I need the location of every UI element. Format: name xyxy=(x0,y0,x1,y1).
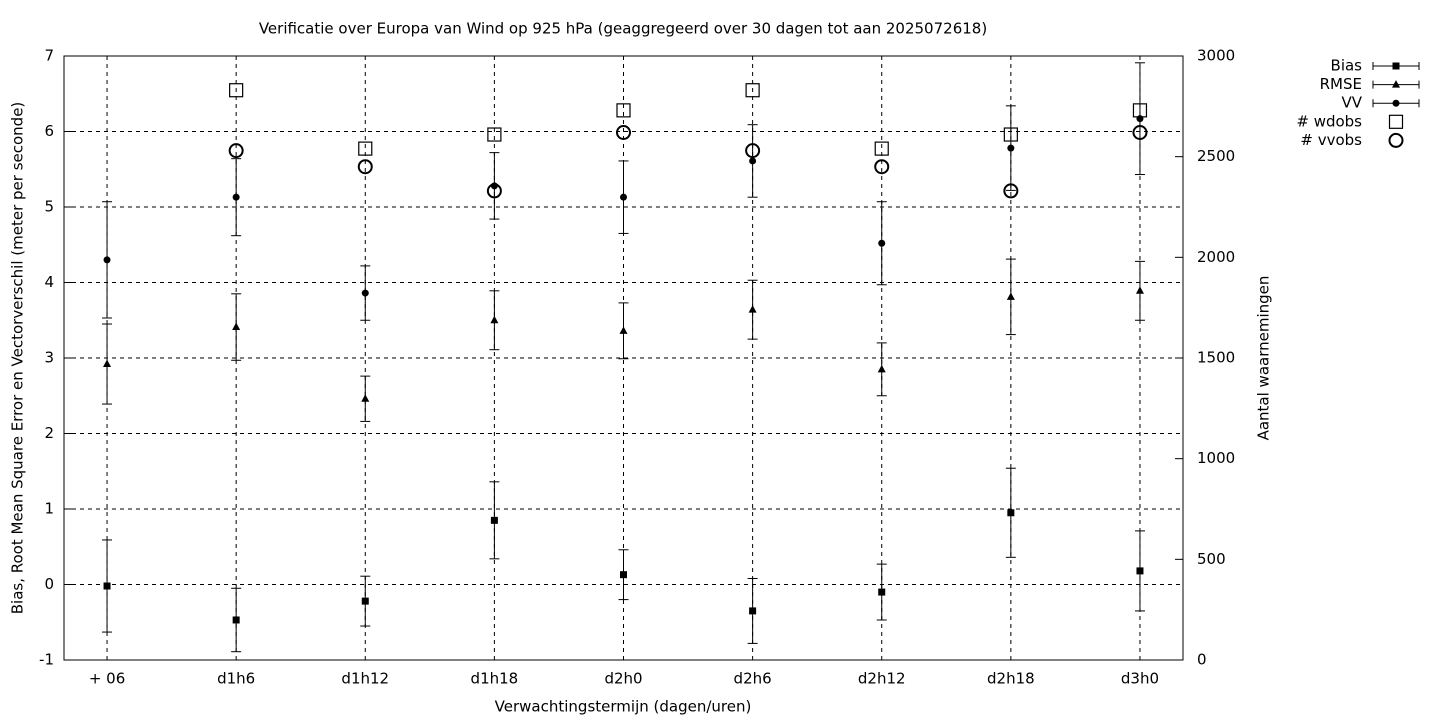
data-point xyxy=(619,326,628,334)
legend-marker xyxy=(1388,132,1404,148)
data-point xyxy=(103,256,111,264)
y2-tick-label: 2500 xyxy=(1197,147,1235,165)
data-point xyxy=(749,157,757,165)
data-point xyxy=(1007,509,1015,517)
data-point xyxy=(1006,292,1015,300)
data-point xyxy=(103,359,112,368)
data-point xyxy=(1007,144,1015,152)
data-point xyxy=(1136,115,1144,123)
data-point xyxy=(878,588,886,596)
legend-label: VV xyxy=(1341,94,1362,112)
y2-tick-label: 1500 xyxy=(1197,349,1235,367)
x-tick-label: d1h6 xyxy=(217,670,255,688)
legend-marker xyxy=(1388,114,1404,129)
y-tick-label: 6 xyxy=(44,122,54,140)
data-point xyxy=(1136,567,1144,575)
y-tick-label: 3 xyxy=(44,349,54,367)
data-point xyxy=(1132,103,1148,118)
plot-frame xyxy=(63,55,1184,661)
y-axis-label: Bias, Root Mean Square Error en Vectorve… xyxy=(9,102,27,615)
data-point xyxy=(1135,286,1144,294)
x-tick-label: + 06 xyxy=(89,670,125,688)
data-point xyxy=(874,159,890,175)
data-point xyxy=(103,582,111,590)
data-point xyxy=(748,305,757,313)
x-tick-label: d1h12 xyxy=(341,670,389,688)
y-tick-label: -1 xyxy=(39,651,54,669)
data-point xyxy=(749,607,757,615)
y2-tick-label: 500 xyxy=(1197,550,1226,568)
y2-tick-label: 1000 xyxy=(1197,449,1235,467)
legend-label: # wdobs xyxy=(1296,112,1362,130)
data-point xyxy=(745,83,760,98)
y-tick-label: 5 xyxy=(44,198,54,216)
x-tick-label: d2h0 xyxy=(604,670,642,688)
legend-marker xyxy=(1392,99,1400,107)
data-point xyxy=(358,141,373,156)
data-point xyxy=(486,183,502,199)
chart-title: Verificatie over Europa van Wind op 925 … xyxy=(259,20,987,38)
legend-label: RMSE xyxy=(1320,75,1362,93)
data-point xyxy=(1003,127,1018,142)
x-tick-label: d2h6 xyxy=(734,670,772,688)
data-point xyxy=(361,289,369,297)
data-point xyxy=(1132,125,1148,141)
data-point xyxy=(232,616,240,624)
x-tick-label: d3h0 xyxy=(1121,670,1159,688)
data-point xyxy=(616,125,631,141)
legend-label: # vvobs xyxy=(1300,131,1362,149)
legend-marker xyxy=(1392,62,1400,70)
data-point xyxy=(490,315,499,324)
y2-axis-label: Aantal waarnemingen xyxy=(1255,276,1273,441)
y-tick-label: 2 xyxy=(44,424,54,442)
data-point xyxy=(1003,183,1019,199)
data-point xyxy=(490,516,498,524)
data-point xyxy=(745,143,761,159)
data-point xyxy=(877,364,886,373)
y-tick-label: 0 xyxy=(44,575,54,593)
legend-marker xyxy=(1392,80,1400,88)
y2-tick-label: 0 xyxy=(1197,651,1207,669)
y-tick-label: 7 xyxy=(44,47,54,65)
data-point xyxy=(232,322,241,331)
legend-label: Bias xyxy=(1331,57,1363,75)
data-point xyxy=(361,597,369,605)
data-point xyxy=(620,571,627,579)
y-tick-label: 4 xyxy=(44,273,54,291)
x-tick-label: d2h18 xyxy=(987,670,1035,688)
data-point xyxy=(232,193,240,201)
data-point xyxy=(874,141,889,156)
data-point xyxy=(616,103,631,118)
data-point xyxy=(620,193,627,201)
y2-tick-label: 3000 xyxy=(1197,47,1235,65)
data-point xyxy=(228,143,244,159)
data-point xyxy=(878,239,886,247)
y2-tick-label: 2000 xyxy=(1197,248,1235,266)
data-point xyxy=(487,127,502,142)
data-point xyxy=(229,83,244,98)
data-point xyxy=(357,159,373,175)
x-tick-label: d2h12 xyxy=(858,670,906,688)
data-point xyxy=(361,394,370,402)
x-tick-label: d1h18 xyxy=(471,670,519,688)
x-axis-label: Verwachtingstermijn (dagen/uren) xyxy=(495,698,752,716)
y-tick-label: 1 xyxy=(44,500,54,518)
